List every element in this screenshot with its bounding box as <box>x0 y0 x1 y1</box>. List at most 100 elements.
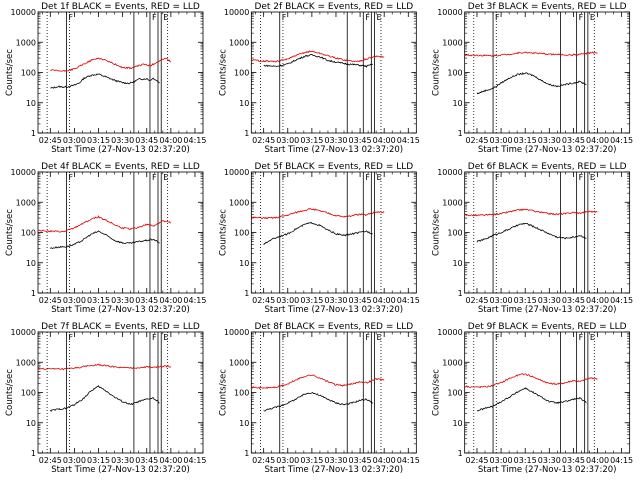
x-tick-label: 03:15 <box>87 456 110 465</box>
lld-series-line <box>464 373 598 389</box>
x-tick-label: 03:45 <box>135 296 158 305</box>
flag-letter: E <box>163 13 168 22</box>
flag-letter: F <box>152 173 157 182</box>
y-axis-label: Counts/sec <box>218 369 228 416</box>
x-tick-label: 03:30 <box>324 296 347 305</box>
chart-panel-1: Det 1f BLACK = Events, RED = LLD 1 10 100 10… <box>5 2 206 155</box>
y-axis-label: Counts/sec <box>432 369 442 416</box>
x-tick-label: 02:45 <box>39 296 62 305</box>
x-tick-label: 03:45 <box>135 456 158 465</box>
x-tick-label: 03:45 <box>562 136 585 145</box>
y-tick-label: 100 <box>21 229 36 238</box>
x-tick-label: 04:00 <box>373 136 396 145</box>
flag-letter: F <box>579 333 584 342</box>
flag-letter: F <box>68 173 73 182</box>
lld-series-line <box>38 363 172 371</box>
events-series-line <box>49 385 160 412</box>
flag-letter: F <box>495 13 500 22</box>
events-series-line <box>50 230 160 249</box>
chart-title: Det 6f BLACK = Events, RED = LLD <box>468 162 627 172</box>
y-tick-label: 10 <box>239 419 249 428</box>
chart-panel-9: Det 9f BLACK = Events, RED = LLD 1 10 100 10… <box>432 322 633 475</box>
x-tick-label: 03:45 <box>562 296 585 305</box>
x-tick-label: 04:00 <box>373 296 396 305</box>
x-tick-label: 04:00 <box>159 456 182 465</box>
y-tick-label: 10 <box>452 259 462 268</box>
y-tick-label: 1000 <box>442 38 462 47</box>
x-tick-label: 03:00 <box>63 456 86 465</box>
x-tick-label: 02:45 <box>252 136 275 145</box>
x-axis-label: Start Time (27-Nov-13 02:37:20) <box>478 305 617 315</box>
flag-letter: E <box>377 13 382 22</box>
y-tick-label: 1000 <box>16 198 36 207</box>
y-tick-label: 100 <box>21 389 36 398</box>
x-axis-label: Start Time (27-Nov-13 02:37:20) <box>51 465 190 475</box>
y-tick-label: 10 <box>26 419 36 428</box>
lld-series-line <box>38 215 171 233</box>
y-axis-label: Counts/sec <box>5 209 15 256</box>
x-tick-label: 03:30 <box>538 136 561 145</box>
events-series-line <box>263 53 373 68</box>
x-tick-label: 03:45 <box>349 456 372 465</box>
x-tick-label: 03:30 <box>538 296 561 305</box>
events-series-line <box>476 72 587 95</box>
y-tick-label: 10 <box>26 259 36 268</box>
y-tick-label: 1000 <box>442 358 462 367</box>
x-axis-label: Start Time (27-Nov-13 02:37:20) <box>51 305 190 315</box>
events-series-line <box>263 221 373 246</box>
x-tick-label: 03:15 <box>514 456 537 465</box>
flag-letter: E <box>163 333 168 342</box>
x-tick-label: 03:45 <box>135 136 158 145</box>
y-tick-label: 100 <box>234 389 249 398</box>
x-tick-label: 02:45 <box>465 136 488 145</box>
y-tick-label: 10000 <box>437 8 462 17</box>
x-tick-label: 04:15 <box>397 296 420 305</box>
x-tick-label: 04:00 <box>586 136 609 145</box>
y-axis-label: Counts/sec <box>5 369 15 416</box>
chart-panel-8: Det 8f BLACK = Events, RED = LLD 1 10 100 10… <box>218 322 419 475</box>
x-tick-label: 03:30 <box>324 136 347 145</box>
flag-letter: F <box>365 333 370 342</box>
x-tick-label: 04:15 <box>183 296 206 305</box>
y-tick-label: 100 <box>447 389 462 398</box>
y-tick-label: 1000 <box>442 198 462 207</box>
lld-series-line <box>464 208 598 217</box>
flag-letter: F <box>365 13 370 22</box>
x-tick-label: 03:15 <box>87 296 110 305</box>
y-tick-label: 100 <box>21 69 36 78</box>
y-tick-label: 1 <box>244 449 249 458</box>
x-tick-label: 04:15 <box>610 296 633 305</box>
lld-series-line <box>251 374 385 390</box>
events-series-line <box>476 222 587 243</box>
x-tick-label: 03:30 <box>324 456 347 465</box>
x-tick-label: 04:15 <box>397 456 420 465</box>
flag-letter: F <box>495 173 500 182</box>
y-tick-label: 1000 <box>229 38 249 47</box>
x-axis-label: Start Time (27-Nov-13 02:37:20) <box>265 465 404 475</box>
flag-letter: E <box>590 13 595 22</box>
x-tick-label: 04:00 <box>586 296 609 305</box>
x-tick-label: 03:00 <box>276 136 299 145</box>
x-tick-label: 03:00 <box>276 456 299 465</box>
y-axis-label: Counts/sec <box>5 49 15 96</box>
plot-frame <box>464 171 631 294</box>
flag-letter: F <box>282 173 287 182</box>
x-tick-label: 02:45 <box>465 456 488 465</box>
y-tick-label: 10000 <box>224 168 249 177</box>
y-axis-label: Counts/sec <box>218 49 228 96</box>
flag-letter: F <box>579 13 584 22</box>
x-tick-label: 03:45 <box>562 456 585 465</box>
x-tick-label: 02:45 <box>252 296 275 305</box>
y-tick-label: 1000 <box>16 358 36 367</box>
lld-series-line <box>251 50 385 63</box>
x-tick-label: 04:15 <box>183 136 206 145</box>
x-tick-label: 02:45 <box>39 136 62 145</box>
y-tick-label: 10 <box>239 259 249 268</box>
y-tick-label: 10000 <box>224 328 249 337</box>
chart-title: Det 9f BLACK = Events, RED = LLD <box>468 322 627 332</box>
x-tick-label: 02:45 <box>252 456 275 465</box>
y-axis-label: Counts/sec <box>218 209 228 256</box>
flag-letter: F <box>68 333 73 342</box>
y-tick-label: 1 <box>244 289 249 298</box>
